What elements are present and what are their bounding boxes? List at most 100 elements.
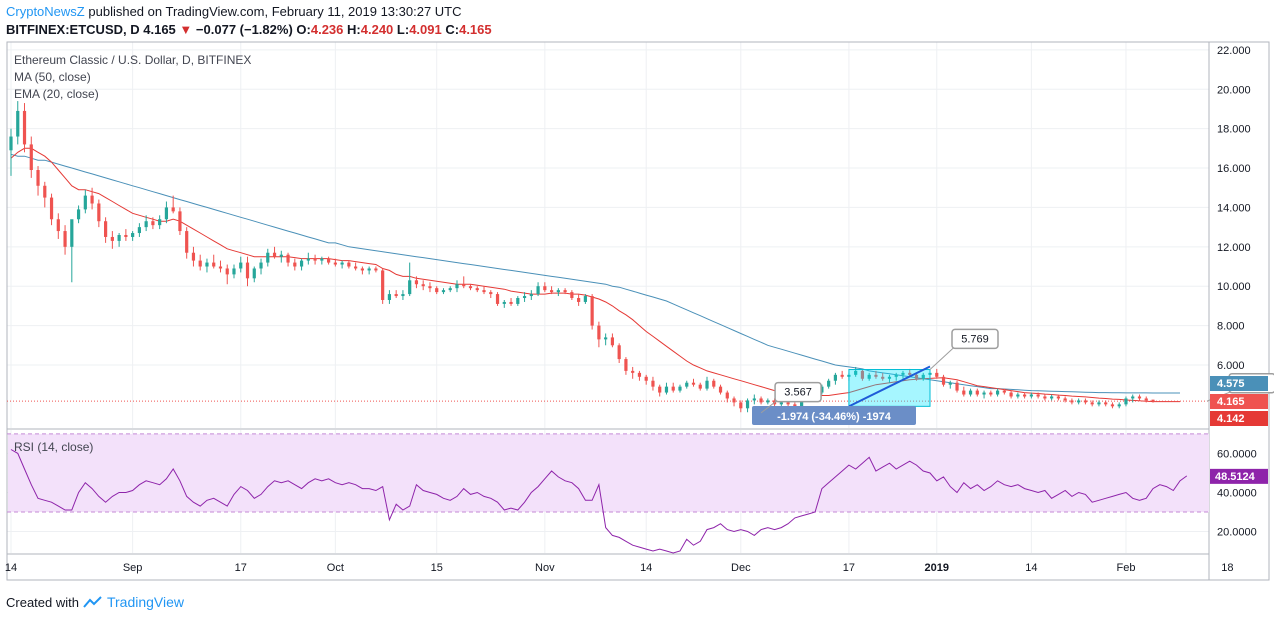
candle — [225, 264, 229, 285]
price-tick-label: 16.000 — [1217, 163, 1251, 175]
candle-body — [63, 231, 67, 247]
candle — [1029, 392, 1033, 399]
candle — [1063, 396, 1067, 403]
candle — [90, 187, 94, 210]
candle — [759, 396, 763, 405]
candle-body — [522, 296, 527, 299]
candle — [712, 378, 716, 389]
candle-body — [718, 386, 723, 393]
candle-body — [516, 298, 520, 304]
candle-body — [786, 402, 790, 405]
candle-body — [252, 268, 256, 279]
publisher-link[interactable]: CryptoNewsZ — [6, 4, 85, 19]
candle-body — [360, 268, 364, 271]
time-tick-label: 17 — [843, 562, 855, 574]
candle-body — [1131, 396, 1135, 399]
candle — [1070, 398, 1074, 405]
candle-body — [1016, 394, 1020, 397]
candle-body — [171, 207, 175, 212]
candle-body — [495, 294, 500, 304]
price-tag: 4.165 — [1210, 394, 1268, 409]
candle-body — [921, 374, 925, 379]
footer: Created with TradingView — [6, 594, 184, 610]
candle-body — [97, 203, 101, 222]
candle — [1137, 394, 1142, 401]
candle — [644, 374, 648, 385]
time-tick-label: 18 — [1221, 562, 1233, 574]
candle-body — [232, 268, 236, 275]
candle — [259, 258, 263, 275]
candle-body — [435, 288, 439, 293]
candle — [887, 374, 892, 383]
candle — [9, 128, 13, 176]
candle-body — [1110, 404, 1115, 407]
rsi-pane — [7, 433, 1209, 554]
candle — [718, 384, 723, 395]
candle-body — [543, 286, 547, 291]
close-value: 4.165 — [459, 22, 492, 37]
candle-body — [725, 392, 729, 399]
tradingview-link[interactable]: TradingView — [106, 594, 185, 610]
candle-body — [428, 286, 432, 289]
candle-body — [1144, 398, 1148, 401]
candle — [529, 290, 533, 300]
candle — [137, 223, 141, 237]
candle — [1090, 400, 1094, 407]
candle — [766, 398, 770, 405]
candle — [556, 288, 560, 297]
candle-body — [239, 262, 243, 269]
candle-body — [104, 221, 108, 237]
candle — [198, 254, 202, 271]
candle-body — [9, 136, 13, 151]
candle-body — [766, 400, 770, 403]
candle-body — [779, 402, 783, 405]
candle-body — [347, 262, 351, 267]
candle — [1104, 400, 1108, 407]
candle-body — [874, 374, 878, 377]
candle — [1050, 394, 1054, 401]
candle — [144, 215, 148, 232]
candle — [354, 262, 358, 271]
candle-body — [1090, 402, 1094, 405]
candle — [610, 333, 615, 348]
candle — [745, 398, 750, 413]
candle — [401, 290, 405, 300]
candle — [617, 343, 621, 364]
candle-body — [664, 386, 669, 393]
price-tick-label: 12.000 — [1217, 242, 1251, 254]
candle — [604, 333, 608, 346]
candle — [313, 254, 317, 265]
candle — [239, 256, 243, 273]
low-value: 4.091 — [409, 22, 442, 37]
candle-body — [29, 144, 33, 171]
candle-body — [76, 209, 81, 220]
candle-body — [968, 390, 973, 395]
candle-body — [326, 258, 331, 263]
price-tick-label: 18.000 — [1217, 124, 1251, 136]
candle — [360, 266, 364, 275]
candle-body — [631, 370, 635, 373]
time-tick-label: 17 — [235, 562, 247, 574]
callout-text: 3.567 — [784, 387, 812, 399]
candle — [691, 378, 696, 387]
price-tag-bg — [1210, 376, 1268, 391]
candle — [124, 229, 128, 241]
candle-body — [705, 380, 709, 389]
candle — [131, 231, 135, 241]
candle-body — [36, 170, 40, 186]
candle-body — [867, 374, 871, 379]
candle — [428, 282, 432, 293]
candle-body — [441, 290, 446, 293]
legend-rsi: RSI (14, close) — [14, 440, 93, 454]
rsi-tag-bg — [1210, 468, 1268, 484]
candle-body — [178, 211, 182, 232]
candle — [218, 260, 223, 273]
candle — [97, 199, 101, 228]
candle — [367, 266, 371, 275]
candle-body — [1050, 396, 1054, 399]
candles — [7, 101, 1209, 413]
candle — [306, 252, 310, 265]
candle-body — [279, 254, 283, 257]
